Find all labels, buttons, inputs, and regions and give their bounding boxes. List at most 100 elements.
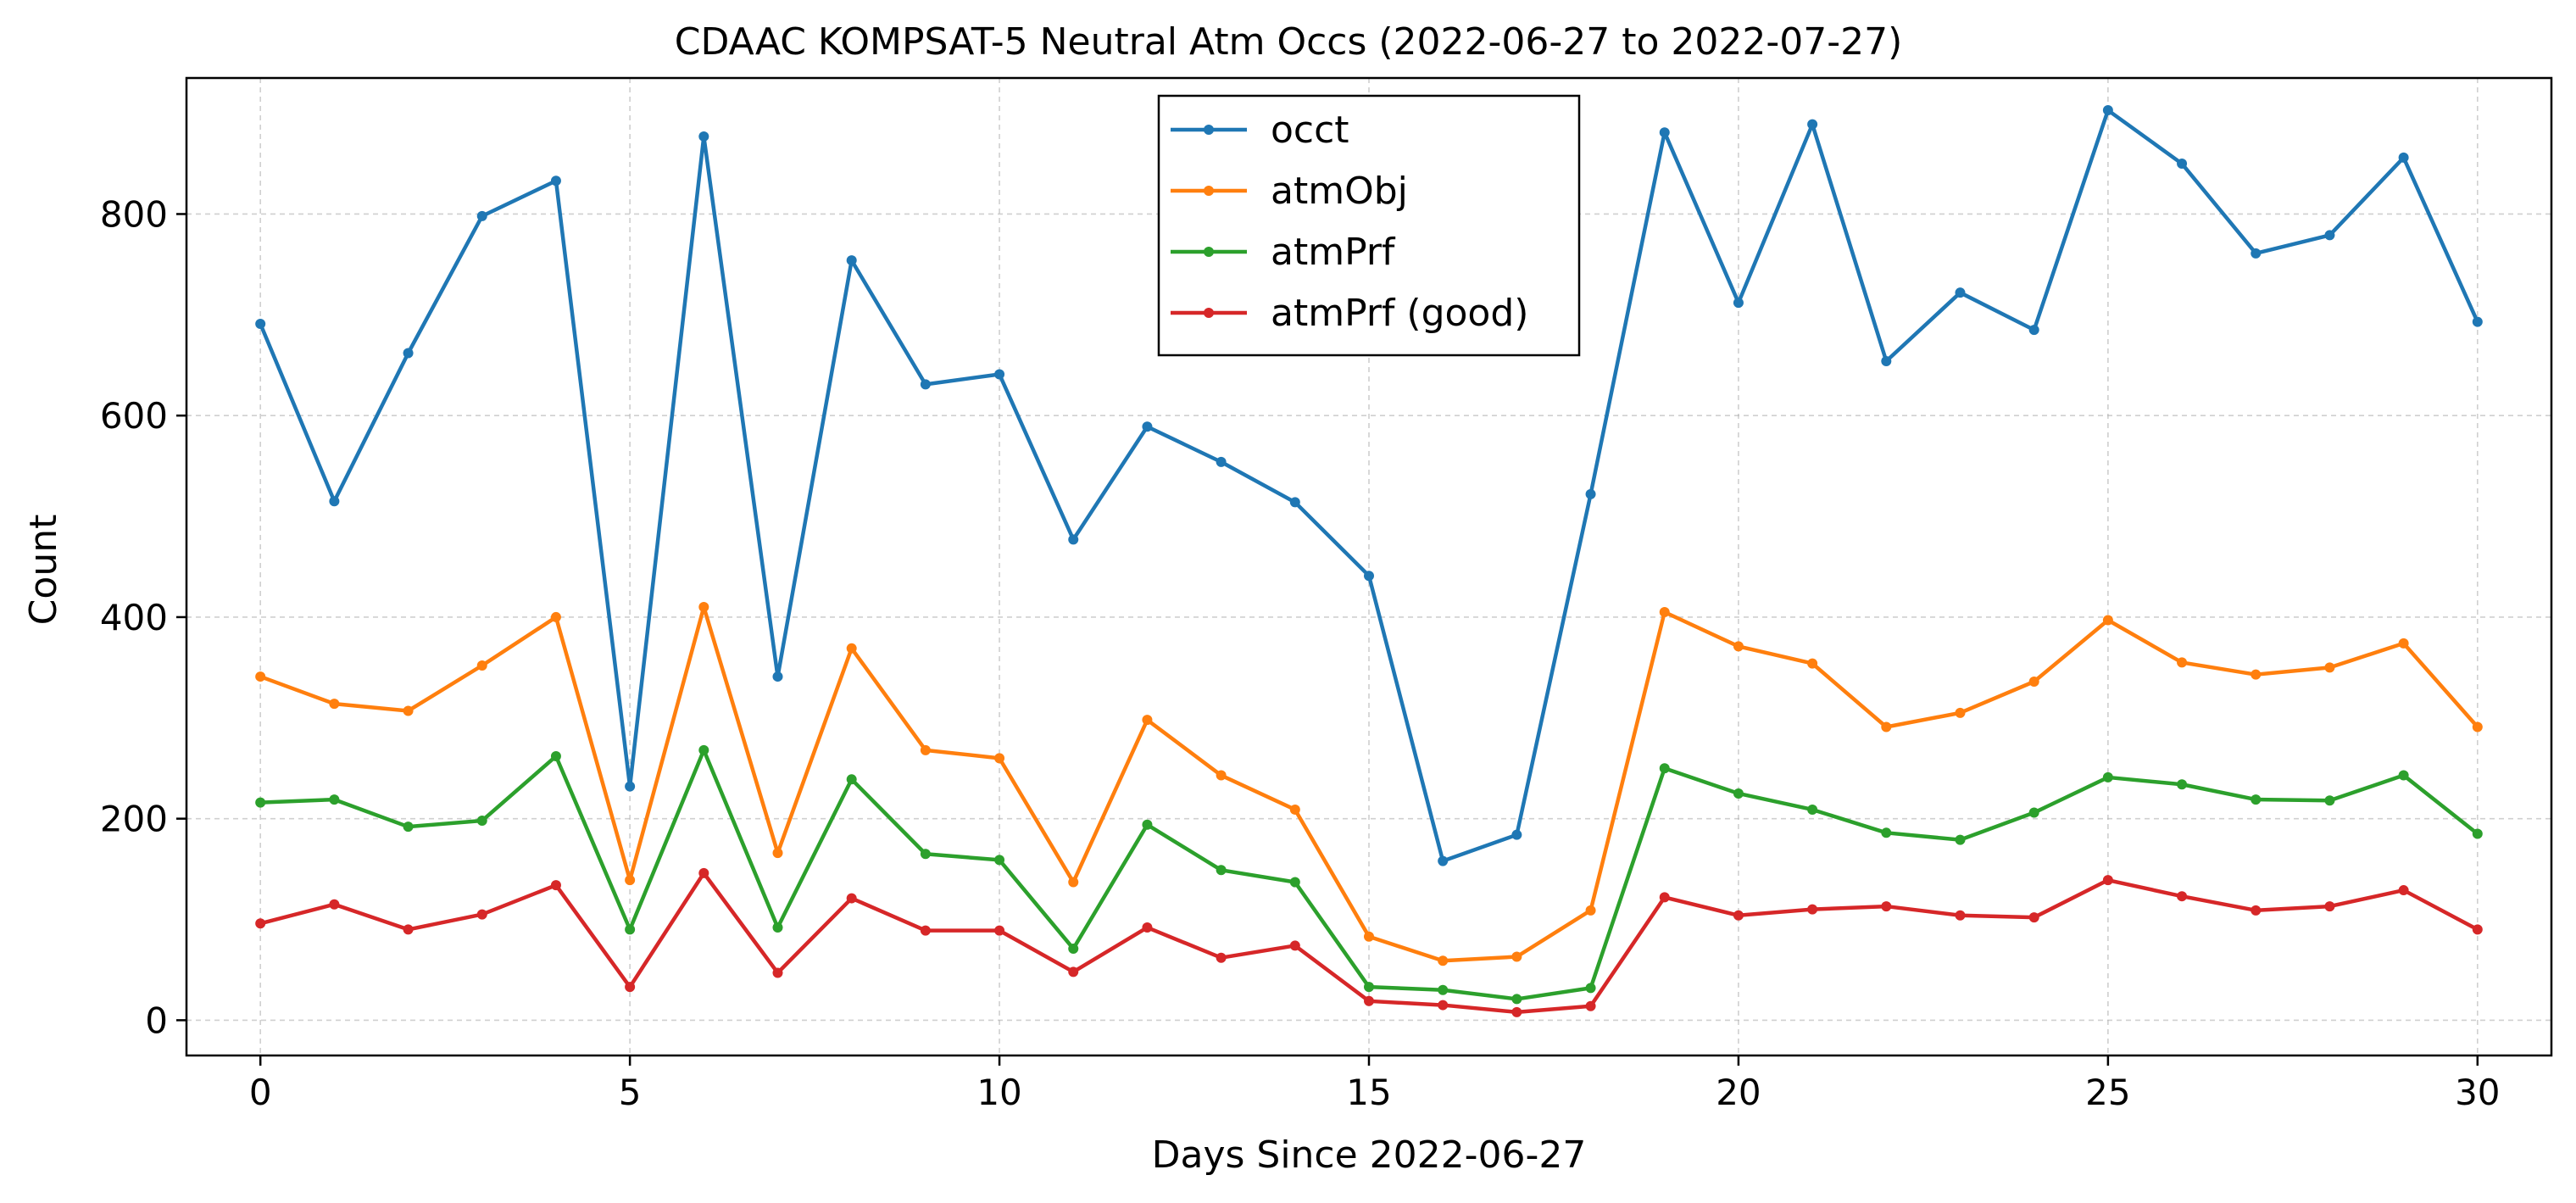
series-atmobj — [255, 602, 2483, 966]
data-point-atmprf-good — [846, 893, 857, 904]
y-tick-label: 400 — [100, 597, 168, 638]
legend-item-atmprf-good: atmPrf (good) — [1171, 292, 1528, 335]
data-point-atmprf-good — [1068, 966, 1079, 977]
data-point-occt — [329, 496, 340, 507]
data-point-occt — [2102, 105, 2113, 116]
data-point-atmprf — [1511, 994, 1522, 1005]
data-point-occt — [1364, 571, 1374, 582]
grid-lines — [186, 78, 2551, 1055]
data-point-atmprf-good — [403, 924, 414, 935]
data-point-atmprf — [2324, 795, 2335, 806]
data-point-atmobj — [1659, 606, 1670, 617]
y-tick-label: 0 — [145, 1000, 168, 1041]
data-point-atmprf-good — [994, 925, 1005, 936]
data-point-atmobj — [1955, 707, 1966, 718]
data-point-atmprf — [2102, 771, 2113, 783]
data-point-atmprf — [2177, 779, 2188, 790]
data-point-atmprf-good — [1881, 901, 1892, 912]
data-point-occt — [403, 348, 414, 359]
data-point-atmprf — [1216, 865, 1227, 876]
data-point-atmprf — [550, 750, 561, 761]
x-tick-label: 10 — [976, 1072, 1021, 1113]
data-point-occt — [994, 369, 1005, 380]
data-point-atmobj — [255, 671, 266, 682]
data-point-atmobj — [1807, 658, 1818, 669]
data-point-atmprf-good — [2324, 901, 2335, 912]
data-point-atmprf-good — [2472, 924, 2483, 935]
data-point-atmprf-good — [1733, 910, 1744, 921]
y-tick-label: 800 — [100, 193, 168, 235]
x-tick-label: 0 — [249, 1072, 272, 1113]
data-point-atmprf-good — [1142, 922, 1153, 933]
data-point-atmprf — [994, 855, 1005, 866]
data-point-atmobj — [1068, 877, 1079, 888]
data-point-atmprf — [2028, 807, 2039, 818]
data-point-occt — [2398, 152, 2409, 163]
data-point-atmprf — [920, 849, 931, 860]
legend-item-atmprf: atmPrf — [1171, 231, 1396, 274]
data-point-atmprf — [403, 821, 414, 833]
data-point-atmprf — [2472, 828, 2483, 839]
data-point-atmprf-good — [772, 967, 783, 978]
x-tick-label: 30 — [2455, 1072, 2500, 1113]
data-point-atmprf — [476, 816, 487, 827]
data-point-atmprf — [625, 924, 636, 935]
data-point-occt — [1289, 497, 1300, 508]
data-point-atmprf — [329, 794, 340, 805]
data-point-atmobj — [772, 848, 783, 859]
data-point-occt — [1733, 298, 1744, 309]
data-point-atmobj — [1881, 721, 1892, 732]
legend-label: occt — [1271, 109, 1349, 152]
data-point-atmprf — [1955, 834, 1966, 845]
data-point-occt — [1438, 855, 1449, 866]
data-point-atmprf-good — [1511, 1006, 1522, 1017]
series-atmprf-good — [255, 867, 2483, 1017]
y-axis-label: Count — [22, 515, 65, 626]
data-point-occt — [476, 210, 487, 221]
data-point-atmprf — [2251, 794, 2262, 805]
data-point-occt — [2251, 248, 2262, 259]
data-point-atmprf-good — [1216, 952, 1227, 963]
data-point-occt — [846, 255, 857, 266]
data-point-occt — [1142, 421, 1153, 432]
data-point-atmprf-good — [1364, 995, 1374, 1006]
data-point-atmprf-good — [1955, 910, 1966, 921]
data-point-atmobj — [1511, 951, 1522, 962]
legend-item-atmobj: atmObj — [1171, 170, 1408, 213]
data-point-occt — [772, 671, 783, 682]
data-point-atmprf — [1438, 984, 1449, 995]
data-point-atmobj — [698, 602, 709, 613]
data-point-atmprf — [2398, 770, 2409, 781]
data-point-occt — [2028, 325, 2039, 336]
data-point-occt — [1807, 119, 1818, 130]
data-point-atmprf-good — [1438, 1000, 1449, 1011]
legend-label: atmObj — [1271, 170, 1408, 213]
data-point-atmobj — [2177, 657, 2188, 668]
data-point-atmprf — [772, 922, 783, 933]
data-point-atmprf-good — [329, 899, 340, 910]
data-point-atmprf — [1068, 944, 1079, 955]
legend-marker — [1204, 125, 1214, 135]
data-point-atmprf-good — [2177, 891, 2188, 902]
legend-label: atmPrf — [1271, 231, 1396, 274]
data-point-atmprf-good — [625, 982, 636, 993]
data-point-occt — [1068, 534, 1079, 545]
data-point-atmprf — [1585, 983, 1596, 994]
data-point-occt — [1511, 829, 1522, 840]
data-point-atmprf-good — [698, 867, 709, 878]
data-point-atmobj — [476, 660, 487, 671]
axis-ticks: 0 5 10 15 20 25 30 0 200 400 600 800 — [100, 193, 2501, 1113]
data-point-atmprf-good — [1659, 892, 1670, 903]
data-point-atmprf-good — [1289, 940, 1300, 951]
data-point-atmobj — [2472, 721, 2483, 732]
data-point-atmprf — [1881, 827, 1892, 838]
data-point-occt — [2472, 316, 2483, 327]
data-point-occt — [550, 175, 561, 187]
data-point-atmobj — [625, 875, 636, 886]
x-tick-label: 15 — [1346, 1072, 1391, 1113]
legend-marker — [1204, 247, 1214, 257]
data-point-atmprf-good — [550, 880, 561, 891]
data-point-atmprf-good — [2398, 885, 2409, 896]
data-point-occt — [1216, 456, 1227, 467]
